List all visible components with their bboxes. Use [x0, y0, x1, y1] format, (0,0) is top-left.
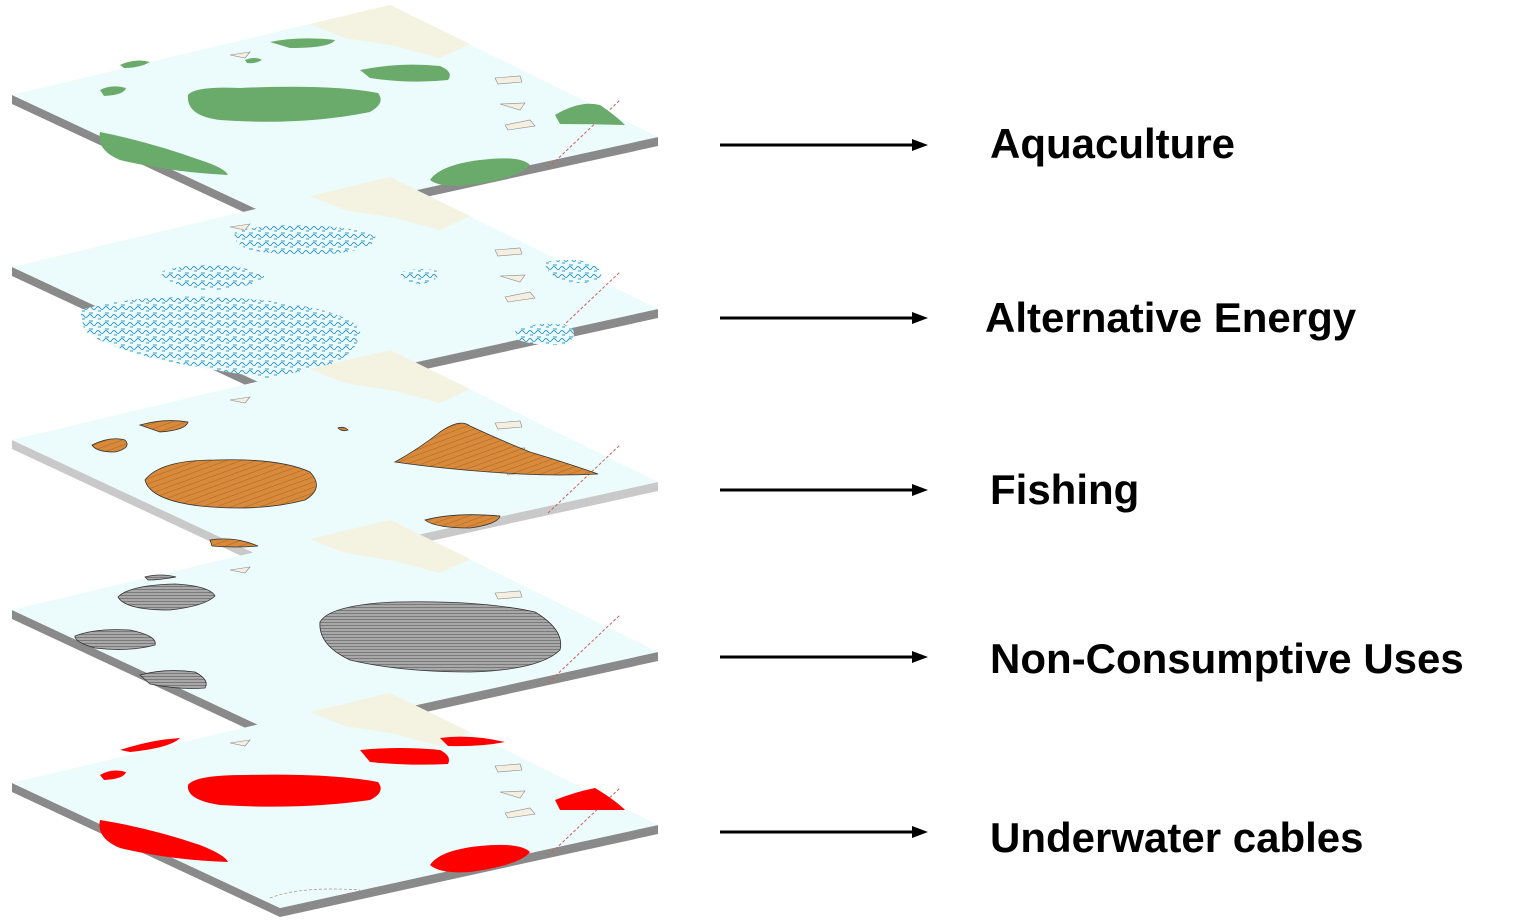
boundary-line: [547, 444, 621, 514]
arrow-head: [912, 312, 928, 324]
layer-edge: [12, 440, 658, 574]
use-zone-aquaculture: [100, 86, 126, 96]
use-zone-fishing: [337, 426, 349, 432]
sea-surface: [12, 350, 658, 565]
use-zone-fishing: [91, 438, 128, 453]
coastline-land: [310, 177, 470, 230]
use-zone-underwater-cables: [430, 844, 530, 873]
islet: [229, 739, 251, 747]
use-zone-underwater-cables: [440, 736, 505, 747]
use-zone-non-consumptive-uses: [117, 583, 216, 611]
label-underwater-cables: Underwater cables: [990, 814, 1364, 861]
label-aquaculture: Aquaculture: [990, 120, 1236, 167]
use-zone-aquaculture: [430, 158, 530, 186]
use-zone-aquaculture: [120, 60, 150, 68]
use-zone-fishing: [393, 422, 599, 476]
islet: [494, 75, 523, 85]
islet: [504, 807, 536, 819]
use-zone-fishing: [144, 459, 317, 509]
use-zone-alternative-energy: [545, 260, 602, 283]
use-zone-non-consumptive-uses: [319, 601, 562, 673]
use-zone-underwater-cables: [555, 788, 625, 810]
arrow-head: [912, 651, 928, 663]
use-zone-non-consumptive-uses: [144, 574, 177, 581]
islet: [499, 102, 526, 111]
use-zone-underwater-cables: [360, 748, 449, 765]
use-zone-fishing: [209, 538, 259, 548]
islet: [229, 566, 251, 574]
use-zone-fishing: [138, 420, 189, 433]
coastline-land: [310, 520, 470, 573]
coastline-land: [310, 5, 470, 58]
islet: [494, 590, 523, 600]
use-zone-aquaculture: [555, 103, 625, 125]
layer-edge: [12, 610, 658, 744]
label-alternative-energy: Alternative Energy: [985, 294, 1357, 341]
islet: [494, 247, 523, 257]
use-zone-fishing: [424, 514, 501, 529]
use-zone-alternative-energy: [400, 269, 440, 284]
use-zone-aquaculture: [270, 38, 335, 48]
islet: [504, 291, 536, 303]
coastline-land: [310, 350, 470, 403]
use-zone-non-consumptive-uses: [74, 629, 156, 650]
arrow-head: [912, 826, 928, 838]
islet: [229, 223, 251, 231]
islet: [494, 763, 523, 773]
islet: [504, 119, 536, 131]
use-zone-underwater-cables: [100, 770, 126, 780]
use-zone-alternative-energy: [80, 296, 361, 378]
islet: [229, 396, 251, 404]
use-zone-underwater-cables: [120, 738, 180, 752]
label-fishing: Fishing: [990, 466, 1140, 513]
boundary-line: [547, 614, 621, 684]
use-zone-aquaculture: [187, 86, 381, 122]
use-zone-alternative-energy: [234, 224, 378, 255]
islet: [499, 790, 526, 799]
arrow-head: [912, 139, 928, 151]
use-zone-non-consumptive-uses: [139, 670, 207, 689]
map-layer-alternative-energy: [12, 177, 658, 401]
map-layer-aquaculture: [12, 5, 658, 229]
use-zone-alternative-energy: [515, 323, 574, 346]
use-zone-underwater-cables: [187, 774, 381, 807]
boundary-line: [269, 888, 361, 899]
use-zone-aquaculture: [245, 58, 262, 64]
islet: [499, 274, 526, 283]
use-zone-alternative-energy: [160, 264, 265, 290]
map-layer-non-consumptive-uses: [12, 520, 658, 744]
use-zone-aquaculture: [360, 64, 450, 82]
islet: [494, 420, 523, 430]
islet: [229, 51, 251, 59]
label-non-consumptive-uses: Non-Consumptive Uses: [990, 635, 1464, 682]
map-layer-underwater-cables: [12, 693, 658, 917]
map-layer-fishing: [12, 350, 658, 574]
coastline-land: [310, 693, 470, 746]
use-zone-aquaculture: [99, 132, 228, 175]
arrow-head: [912, 484, 928, 496]
use-zone-underwater-cables: [99, 820, 228, 862]
